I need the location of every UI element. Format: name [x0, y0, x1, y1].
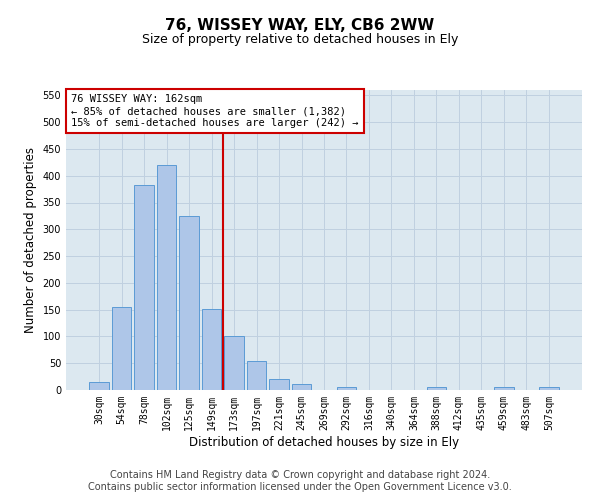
- Bar: [89, 382, 109, 390]
- Bar: [179, 216, 199, 390]
- Bar: [337, 388, 356, 390]
- Text: 76, WISSEY WAY, ELY, CB6 2WW: 76, WISSEY WAY, ELY, CB6 2WW: [166, 18, 434, 32]
- Text: Size of property relative to detached houses in Ely: Size of property relative to detached ho…: [142, 32, 458, 46]
- Bar: [269, 380, 289, 390]
- X-axis label: Distribution of detached houses by size in Ely: Distribution of detached houses by size …: [189, 436, 459, 448]
- Bar: [292, 384, 311, 390]
- Bar: [247, 360, 266, 390]
- Y-axis label: Number of detached properties: Number of detached properties: [24, 147, 37, 333]
- Bar: [224, 336, 244, 390]
- Bar: [112, 307, 131, 390]
- Text: 76 WISSEY WAY: 162sqm
← 85% of detached houses are smaller (1,382)
15% of semi-d: 76 WISSEY WAY: 162sqm ← 85% of detached …: [71, 94, 359, 128]
- Bar: [494, 388, 514, 390]
- Bar: [427, 388, 446, 390]
- Bar: [202, 308, 221, 390]
- Text: Contains public sector information licensed under the Open Government Licence v3: Contains public sector information licen…: [88, 482, 512, 492]
- Bar: [157, 165, 176, 390]
- Bar: [539, 388, 559, 390]
- Bar: [134, 185, 154, 390]
- Text: Contains HM Land Registry data © Crown copyright and database right 2024.: Contains HM Land Registry data © Crown c…: [110, 470, 490, 480]
